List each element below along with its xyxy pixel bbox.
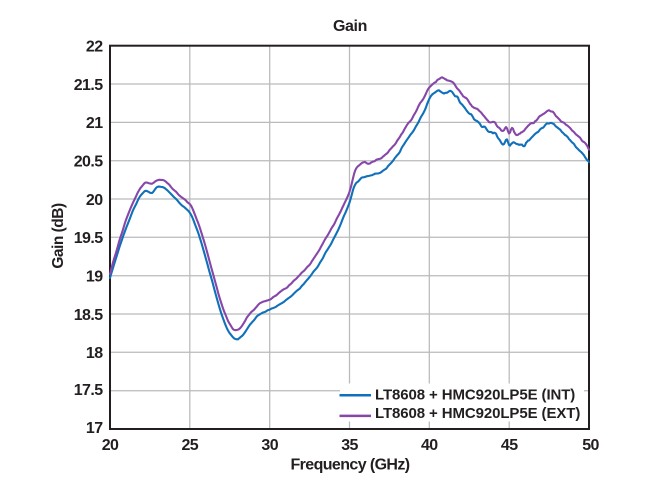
svg-text:20.5: 20.5 [74,154,103,171]
svg-text:50: 50 [582,437,599,454]
svg-text:Frequency (GHz): Frequency (GHz) [290,457,409,474]
svg-text:22: 22 [86,39,103,56]
svg-text:45: 45 [501,437,518,454]
svg-text:LT8608 + HMC920LP5E (INT): LT8608 + HMC920LP5E (INT) [375,386,575,403]
svg-text:Gain (dB): Gain (dB) [50,203,67,269]
svg-text:LT8608 + HMC920LP5E (EXT): LT8608 + HMC920LP5E (EXT) [375,405,580,422]
svg-text:Gain: Gain [333,18,367,35]
svg-text:30: 30 [261,437,278,454]
svg-text:19: 19 [86,269,103,286]
svg-text:21.5: 21.5 [74,77,103,94]
svg-text:17: 17 [86,420,103,437]
svg-text:35: 35 [341,437,358,454]
svg-text:20: 20 [102,437,119,454]
svg-text:19.5: 19.5 [74,230,103,247]
svg-text:20: 20 [86,192,103,209]
svg-text:21: 21 [86,115,103,132]
svg-text:18.5: 18.5 [74,307,103,324]
svg-text:17.5: 17.5 [74,382,103,399]
svg-text:25: 25 [181,437,198,454]
svg-text:18: 18 [86,345,103,362]
svg-text:40: 40 [421,437,438,454]
